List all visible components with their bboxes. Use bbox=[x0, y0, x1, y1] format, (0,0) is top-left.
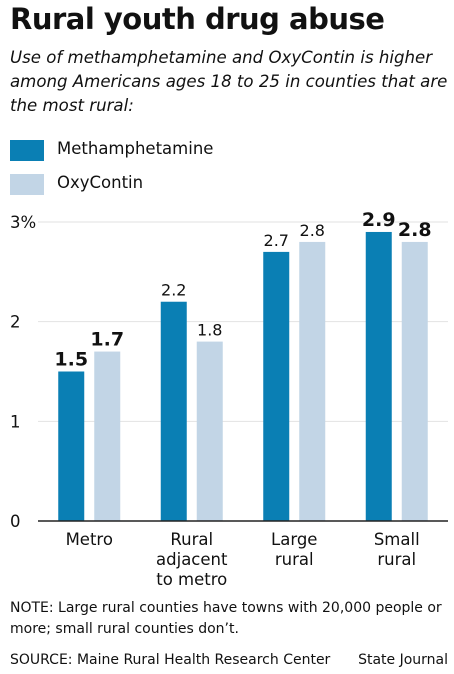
bar-oxycontin bbox=[401, 241, 428, 521]
bar-methamphetamine bbox=[263, 251, 290, 521]
chart-note: NOTE: Large rural counties have towns wi… bbox=[10, 600, 442, 637]
legend-label-oxycontin: OxyContin bbox=[57, 173, 144, 192]
x-tick-label: Rural bbox=[170, 530, 213, 549]
data-label-methamphetamine: 2.2 bbox=[161, 281, 186, 300]
data-label-oxycontin: 2.8 bbox=[300, 221, 325, 240]
data-label-methamphetamine: 2.7 bbox=[264, 231, 289, 250]
y-tick-label: 1 bbox=[10, 412, 21, 431]
legend-swatch-oxycontin bbox=[10, 174, 44, 195]
x-tick-label: Small bbox=[374, 530, 420, 549]
bar-methamphetamine bbox=[160, 301, 187, 521]
data-label-methamphetamine: 1.5 bbox=[54, 349, 88, 371]
bar-oxycontin bbox=[94, 351, 121, 521]
data-label-methamphetamine: 2.9 bbox=[362, 209, 396, 231]
y-tick-label: 3% bbox=[10, 213, 36, 232]
x-tick-label: Large bbox=[271, 530, 317, 549]
legend-swatch-methamphetamine bbox=[10, 140, 44, 161]
legend-label-methamphetamine: Methamphetamine bbox=[57, 139, 214, 158]
x-tick-label: rural bbox=[275, 550, 314, 569]
y-tick-label: 0 bbox=[10, 512, 21, 531]
x-tick-label: to metro bbox=[156, 570, 227, 589]
bar-methamphetamine bbox=[58, 371, 85, 521]
x-tick-label: rural bbox=[377, 550, 416, 569]
chart-title: Rural youth drug abuse bbox=[10, 2, 385, 36]
bar-methamphetamine bbox=[365, 231, 392, 521]
x-tick-label: Metro bbox=[66, 530, 113, 549]
data-label-oxycontin: 2.8 bbox=[398, 219, 432, 241]
chart-subtitle: Use of methamphetamine and OxyContin is … bbox=[10, 48, 448, 115]
source-line: SOURCE: Maine Rural Health Research Cent… bbox=[10, 652, 331, 668]
bar-oxycontin bbox=[299, 241, 326, 521]
data-label-oxycontin: 1.7 bbox=[90, 329, 124, 351]
publication-credit: State Journal bbox=[358, 652, 448, 668]
bar-oxycontin bbox=[196, 341, 223, 521]
y-tick-label: 2 bbox=[10, 313, 21, 332]
x-tick-label: adjacent bbox=[156, 550, 228, 569]
data-label-oxycontin: 1.8 bbox=[197, 321, 222, 340]
